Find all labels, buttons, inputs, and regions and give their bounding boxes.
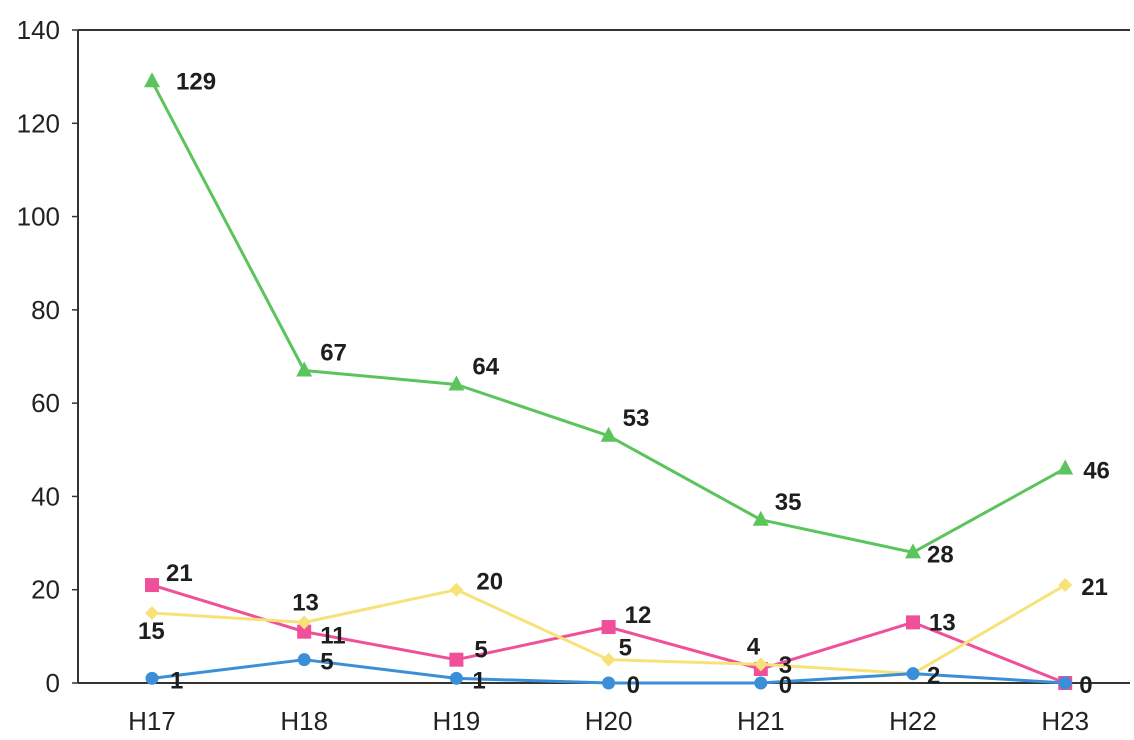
square-marker xyxy=(449,652,464,667)
square-marker xyxy=(297,624,312,639)
y-tick-label: 100 xyxy=(17,202,60,232)
data-label: 5 xyxy=(619,635,632,662)
data-label: 5 xyxy=(320,649,333,676)
data-label: 53 xyxy=(623,405,650,432)
data-label: 1 xyxy=(472,667,485,694)
circle-marker xyxy=(449,671,463,685)
data-label: 67 xyxy=(320,339,347,366)
data-label: 15 xyxy=(138,618,165,645)
data-label: 20 xyxy=(476,569,503,596)
x-tick-label: H21 xyxy=(737,706,785,736)
triangle-marker xyxy=(752,510,769,526)
diamond-marker xyxy=(1058,578,1073,593)
circle-marker xyxy=(297,653,311,667)
series-3 xyxy=(145,653,1072,690)
x-tick-label: H23 xyxy=(1041,706,1089,736)
data-label: 5 xyxy=(474,637,487,664)
diamond-marker xyxy=(145,606,159,621)
data-label: 0 xyxy=(779,672,792,699)
y-tick-label: 40 xyxy=(31,481,60,511)
data-label: 46 xyxy=(1083,457,1110,484)
square-marker xyxy=(145,578,159,593)
diamond-marker xyxy=(297,615,312,630)
diamond-marker xyxy=(449,582,464,597)
data-label: 0 xyxy=(1079,672,1092,699)
data-label: 35 xyxy=(775,489,802,516)
diamond-marker xyxy=(753,657,768,672)
triangle-marker xyxy=(600,426,617,442)
circle-marker xyxy=(906,667,920,681)
data-label: 129 xyxy=(176,68,216,95)
circle-marker xyxy=(1058,676,1072,690)
x-tick-label: H20 xyxy=(585,706,633,736)
data-label: 13 xyxy=(929,609,956,636)
data-label: 21 xyxy=(166,560,193,587)
data-label: 3 xyxy=(779,652,792,679)
series-0 xyxy=(144,72,1074,559)
data-label: 28 xyxy=(927,541,954,568)
data-label: 13 xyxy=(292,589,319,616)
triangle-marker xyxy=(1057,459,1074,475)
triangle-marker xyxy=(144,72,160,88)
circle-marker xyxy=(754,676,768,690)
y-tick-label: 80 xyxy=(31,295,60,325)
data-label: 4 xyxy=(747,633,761,660)
circle-marker xyxy=(145,671,159,685)
x-tick-label: H17 xyxy=(128,706,176,736)
x-tick-label: H18 xyxy=(280,706,328,736)
data-label: 1 xyxy=(170,667,183,694)
data-label: 0 xyxy=(627,672,640,699)
data-label: 12 xyxy=(625,602,652,629)
square-marker xyxy=(906,615,920,630)
circle-marker xyxy=(602,676,616,690)
triangle-marker xyxy=(296,361,313,377)
y-tick-label: 140 xyxy=(17,15,60,45)
data-label: 64 xyxy=(472,353,499,380)
y-tick-label: 20 xyxy=(31,575,60,605)
x-tick-label: H22 xyxy=(889,706,937,736)
series-layer xyxy=(144,72,1074,690)
data-label: 21 xyxy=(1081,574,1108,601)
diamond-marker xyxy=(601,652,616,667)
y-tick-label: 60 xyxy=(31,388,60,418)
x-tick-label: H19 xyxy=(433,706,481,736)
y-tick-label: 0 xyxy=(46,668,60,698)
y-tick-label: 120 xyxy=(17,108,60,138)
triangle-marker xyxy=(448,375,465,391)
square-marker xyxy=(601,620,616,635)
series-line xyxy=(150,80,1066,554)
triangle-marker xyxy=(905,543,921,559)
data-label: 11 xyxy=(320,623,345,650)
data-label: 2 xyxy=(927,663,940,690)
